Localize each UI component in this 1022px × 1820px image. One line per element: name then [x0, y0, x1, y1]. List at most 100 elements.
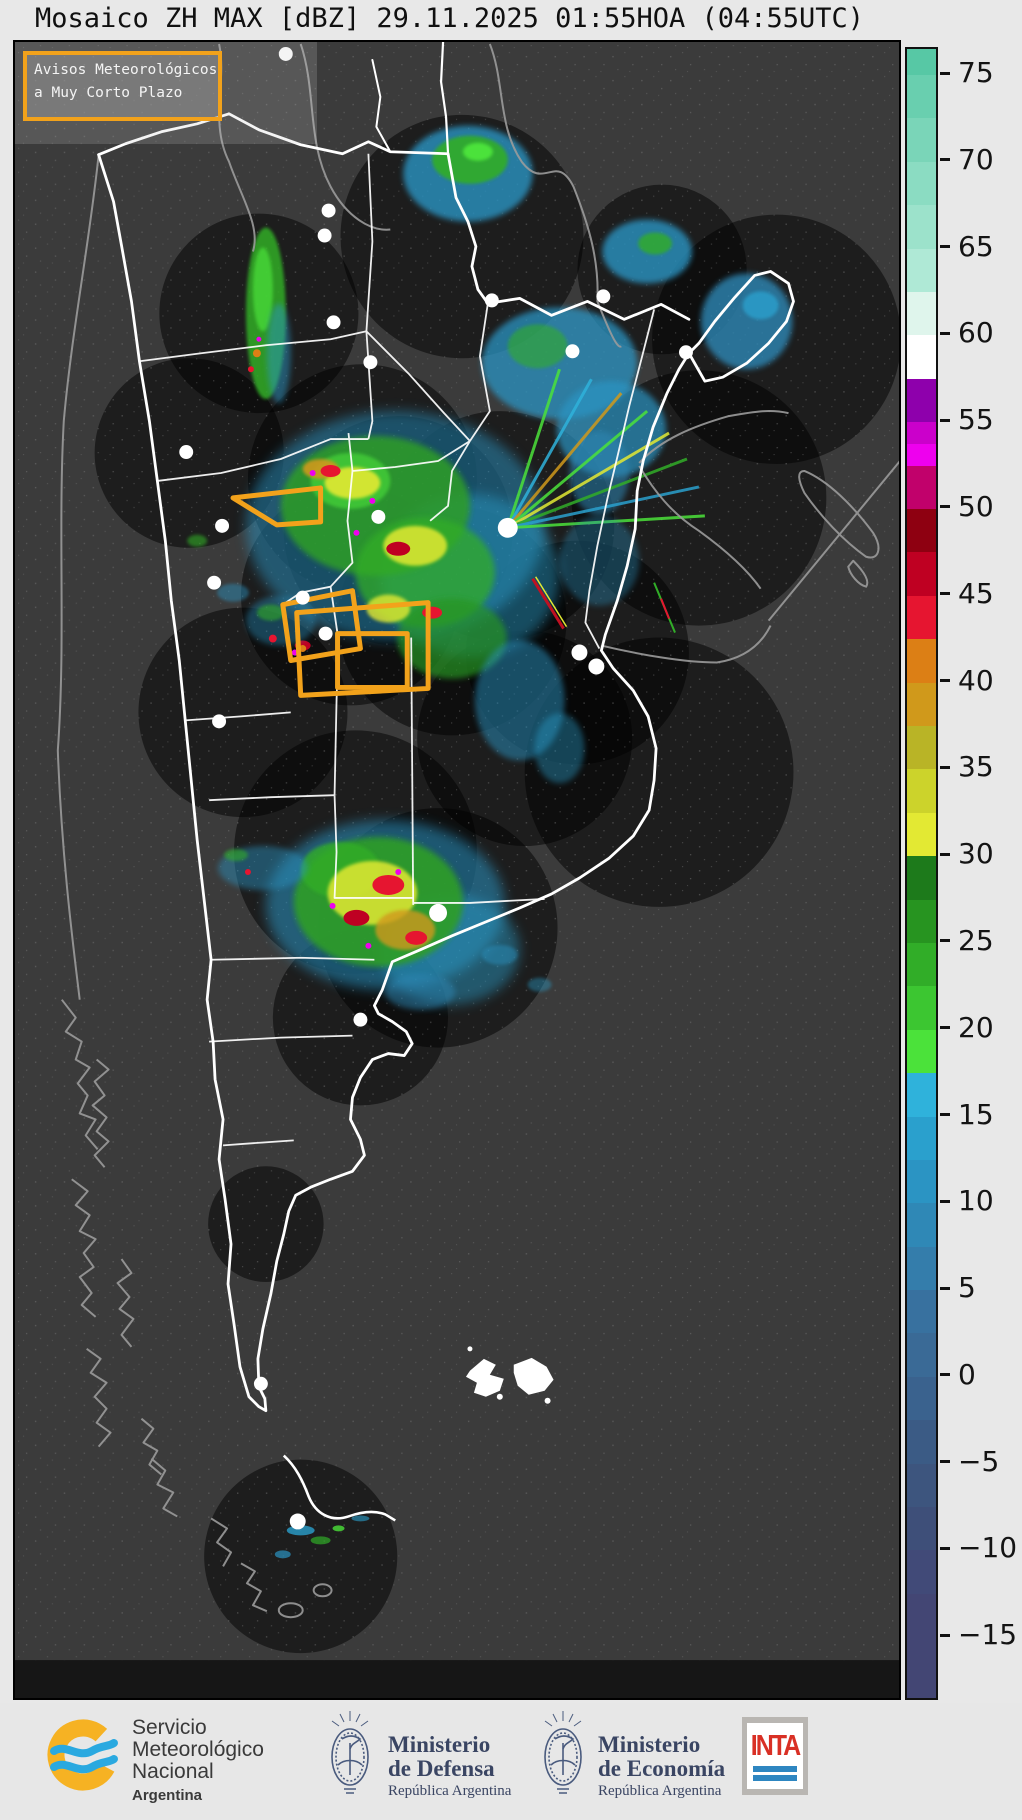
colorbar-segment — [907, 1593, 936, 1698]
colorbar-segment — [907, 378, 936, 423]
colorbar-segment — [907, 1159, 936, 1204]
colorbar-tick-label: 25 — [958, 923, 994, 957]
warning-label-line2: a Muy Corto Plazo — [34, 85, 183, 101]
colorbar-segment — [907, 595, 936, 640]
smn-wordmark: Servicio Meteorológico Nacional Argentin… — [132, 1717, 264, 1807]
inta-logo-inner: INTA — [747, 1723, 803, 1789]
colorbar-segment — [907, 118, 936, 163]
colorbar-segment — [907, 1420, 936, 1465]
defensa-wordmark: Ministerio de Defensa República Argentin… — [388, 1733, 511, 1801]
colorbar-tick-label: −10 — [958, 1531, 1018, 1565]
colorbar-tick-mark — [940, 1113, 950, 1116]
economia-coat-of-arms-icon — [535, 1709, 591, 1805]
radar-map: Avisos Meteorológicos a Muy Corto Plazo — [13, 40, 901, 1700]
defensa-coat-of-arms-icon — [322, 1709, 378, 1805]
colorbar-tick-mark — [940, 765, 950, 769]
colorbar: 75 70 65 60 55 50 45 40 35 30 25 20 15 10 5 0 −5 −10 −15 — [905, 47, 1022, 1703]
colorbar-segment — [907, 75, 936, 120]
colorbar-tick-mark — [940, 1460, 950, 1464]
colorbar-tick-mark — [940, 245, 950, 249]
colorbar-tick-mark — [940, 679, 950, 683]
colorbar-tick-label: 75 — [958, 56, 994, 90]
colorbar-segment — [907, 769, 936, 814]
colorbar-tick-label: 60 — [958, 316, 994, 350]
colorbar-segment — [907, 1290, 936, 1335]
colorbar-tick-label: −15 — [958, 1618, 1018, 1652]
colorbar-tick-mark — [940, 852, 950, 856]
colorbar-tick-mark — [940, 1633, 950, 1637]
province-borders — [139, 153, 655, 1147]
defensa-sub: República Argentina — [388, 1783, 512, 1799]
colorbar-tick-mark — [940, 505, 950, 509]
inta-logo: INTA — [742, 1717, 808, 1795]
colorbar-segment — [907, 682, 936, 727]
colorbar-tick-label: 5 — [958, 1271, 976, 1305]
colorbar-tick-mark — [940, 418, 950, 422]
map-canvas — [15, 42, 899, 1698]
colorbar-segment — [907, 248, 936, 293]
colorbar-segment — [907, 1376, 936, 1421]
colorbar-segment — [907, 1116, 936, 1161]
page-title: Mosaico ZH MAX [dBZ] 29.11.2025 01:55HOA… — [35, 3, 865, 34]
colorbar-tick-label: −5 — [958, 1444, 1000, 1478]
economia-wordmark: Ministerio de Economía República Argenti… — [598, 1733, 725, 1801]
warning-polygons — [230, 485, 431, 698]
colorbar-segment — [907, 443, 936, 467]
colorbar-segment — [907, 1550, 936, 1595]
colorbar-tick-mark — [940, 939, 950, 943]
colorbar-segment — [907, 942, 936, 987]
colorbar-segment — [907, 639, 936, 684]
radar-spoke-artifacts — [506, 368, 705, 530]
smn-country: Argentina — [132, 1787, 203, 1804]
malvinas-islands — [465, 1346, 554, 1404]
colorbar-tick-label: 55 — [958, 403, 994, 437]
colorbar-segment — [907, 812, 936, 857]
colorbar-segment — [907, 552, 936, 597]
economia-line1: Ministerio — [598, 1732, 701, 1757]
colorbar-tick-label: 65 — [958, 229, 994, 263]
colorbar-tick-label: 50 — [958, 489, 994, 523]
colorbar-segment — [907, 1029, 936, 1074]
colorbar-tick-label: 35 — [958, 750, 994, 784]
footer: Servicio Meteorológico Nacional Argentin… — [0, 1703, 1022, 1820]
colorbar-segment — [907, 205, 936, 250]
colorbar-segment — [907, 899, 936, 944]
colorbar-tick-label: 70 — [958, 142, 994, 176]
colorbar-segment — [907, 1203, 936, 1248]
warning-label-line1: Avisos Meteorológicos — [34, 62, 218, 78]
colorbar-segment — [907, 725, 936, 770]
colorbar-tick-label: 0 — [958, 1357, 976, 1391]
colorbar-tick-mark — [940, 1026, 950, 1030]
colorbar-segment — [907, 1333, 936, 1378]
colorbar-tick-label: 45 — [958, 576, 994, 610]
inta-wordmark: INTA — [750, 1729, 802, 1762]
colorbar-tick-mark — [940, 1199, 950, 1203]
colorbar-tick-mark — [940, 592, 950, 596]
map-bottom-strip — [15, 1660, 899, 1698]
economia-sub: República Argentina — [598, 1783, 722, 1799]
colorbar-tick-mark — [940, 1373, 950, 1377]
colorbar-tick-mark — [940, 331, 950, 335]
colorbar-tick-label: 10 — [958, 1184, 994, 1218]
colorbar-segment — [907, 1246, 936, 1291]
economia-line2: de Economía — [598, 1756, 726, 1781]
colorbar-tick-mark — [940, 71, 950, 75]
colorbar-tick-label: 15 — [958, 1097, 994, 1131]
colorbar-tick-label: 20 — [958, 1010, 994, 1044]
tierra-del-fuego-coast — [282, 1454, 396, 1522]
inta-bar-top — [753, 1765, 797, 1772]
colorbar-tick-mark — [940, 158, 950, 162]
smn-name-line2: Meteorológico — [132, 1738, 264, 1761]
colorbar-segment — [907, 161, 936, 206]
colorbar-segment — [907, 422, 936, 445]
colorbar-tick-label: 30 — [958, 837, 994, 871]
colorbar-segment — [907, 856, 936, 901]
colorbar-tick-mark — [940, 1286, 950, 1290]
colorbar-bar — [905, 47, 938, 1700]
colorbar-tick-label: 40 — [958, 663, 994, 697]
inta-bar-bottom — [753, 1774, 797, 1781]
warning-label: Avisos Meteorológicos a Muy Corto Plazo — [23, 51, 222, 121]
smn-logo-icon — [44, 1713, 126, 1801]
colorbar-segment — [907, 508, 936, 553]
colorbar-segment — [907, 1507, 936, 1552]
